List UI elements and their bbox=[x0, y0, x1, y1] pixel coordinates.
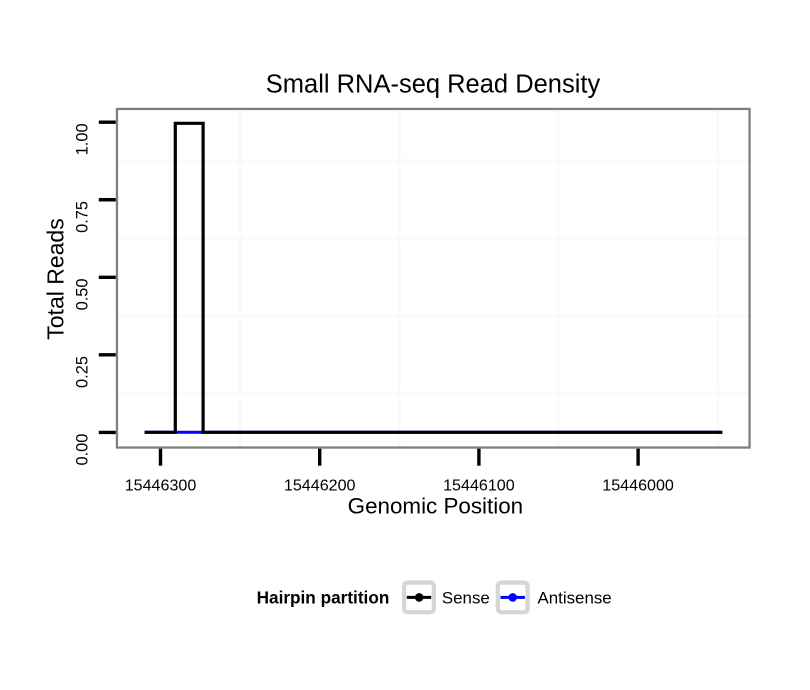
svg-text:1.00: 1.00 bbox=[73, 123, 91, 155]
svg-text:15446300: 15446300 bbox=[125, 476, 197, 494]
svg-text:Sense: Sense bbox=[442, 588, 490, 607]
svg-text:Genomic Position: Genomic Position bbox=[348, 493, 523, 518]
svg-text:15446000: 15446000 bbox=[602, 476, 674, 494]
svg-text:Hairpin partition: Hairpin partition bbox=[257, 587, 390, 607]
svg-text:Small RNA-seq Read Density: Small RNA-seq Read Density bbox=[266, 70, 601, 98]
svg-text:0.00: 0.00 bbox=[73, 434, 91, 466]
svg-text:0.75: 0.75 bbox=[73, 201, 91, 233]
svg-text:Total Reads: Total Reads bbox=[43, 218, 69, 339]
svg-text:15446200: 15446200 bbox=[284, 476, 356, 494]
svg-text:0.25: 0.25 bbox=[73, 356, 91, 388]
svg-text:0.50: 0.50 bbox=[73, 279, 91, 311]
svg-text:15446100: 15446100 bbox=[443, 476, 515, 494]
svg-text:Antisense: Antisense bbox=[538, 588, 612, 607]
